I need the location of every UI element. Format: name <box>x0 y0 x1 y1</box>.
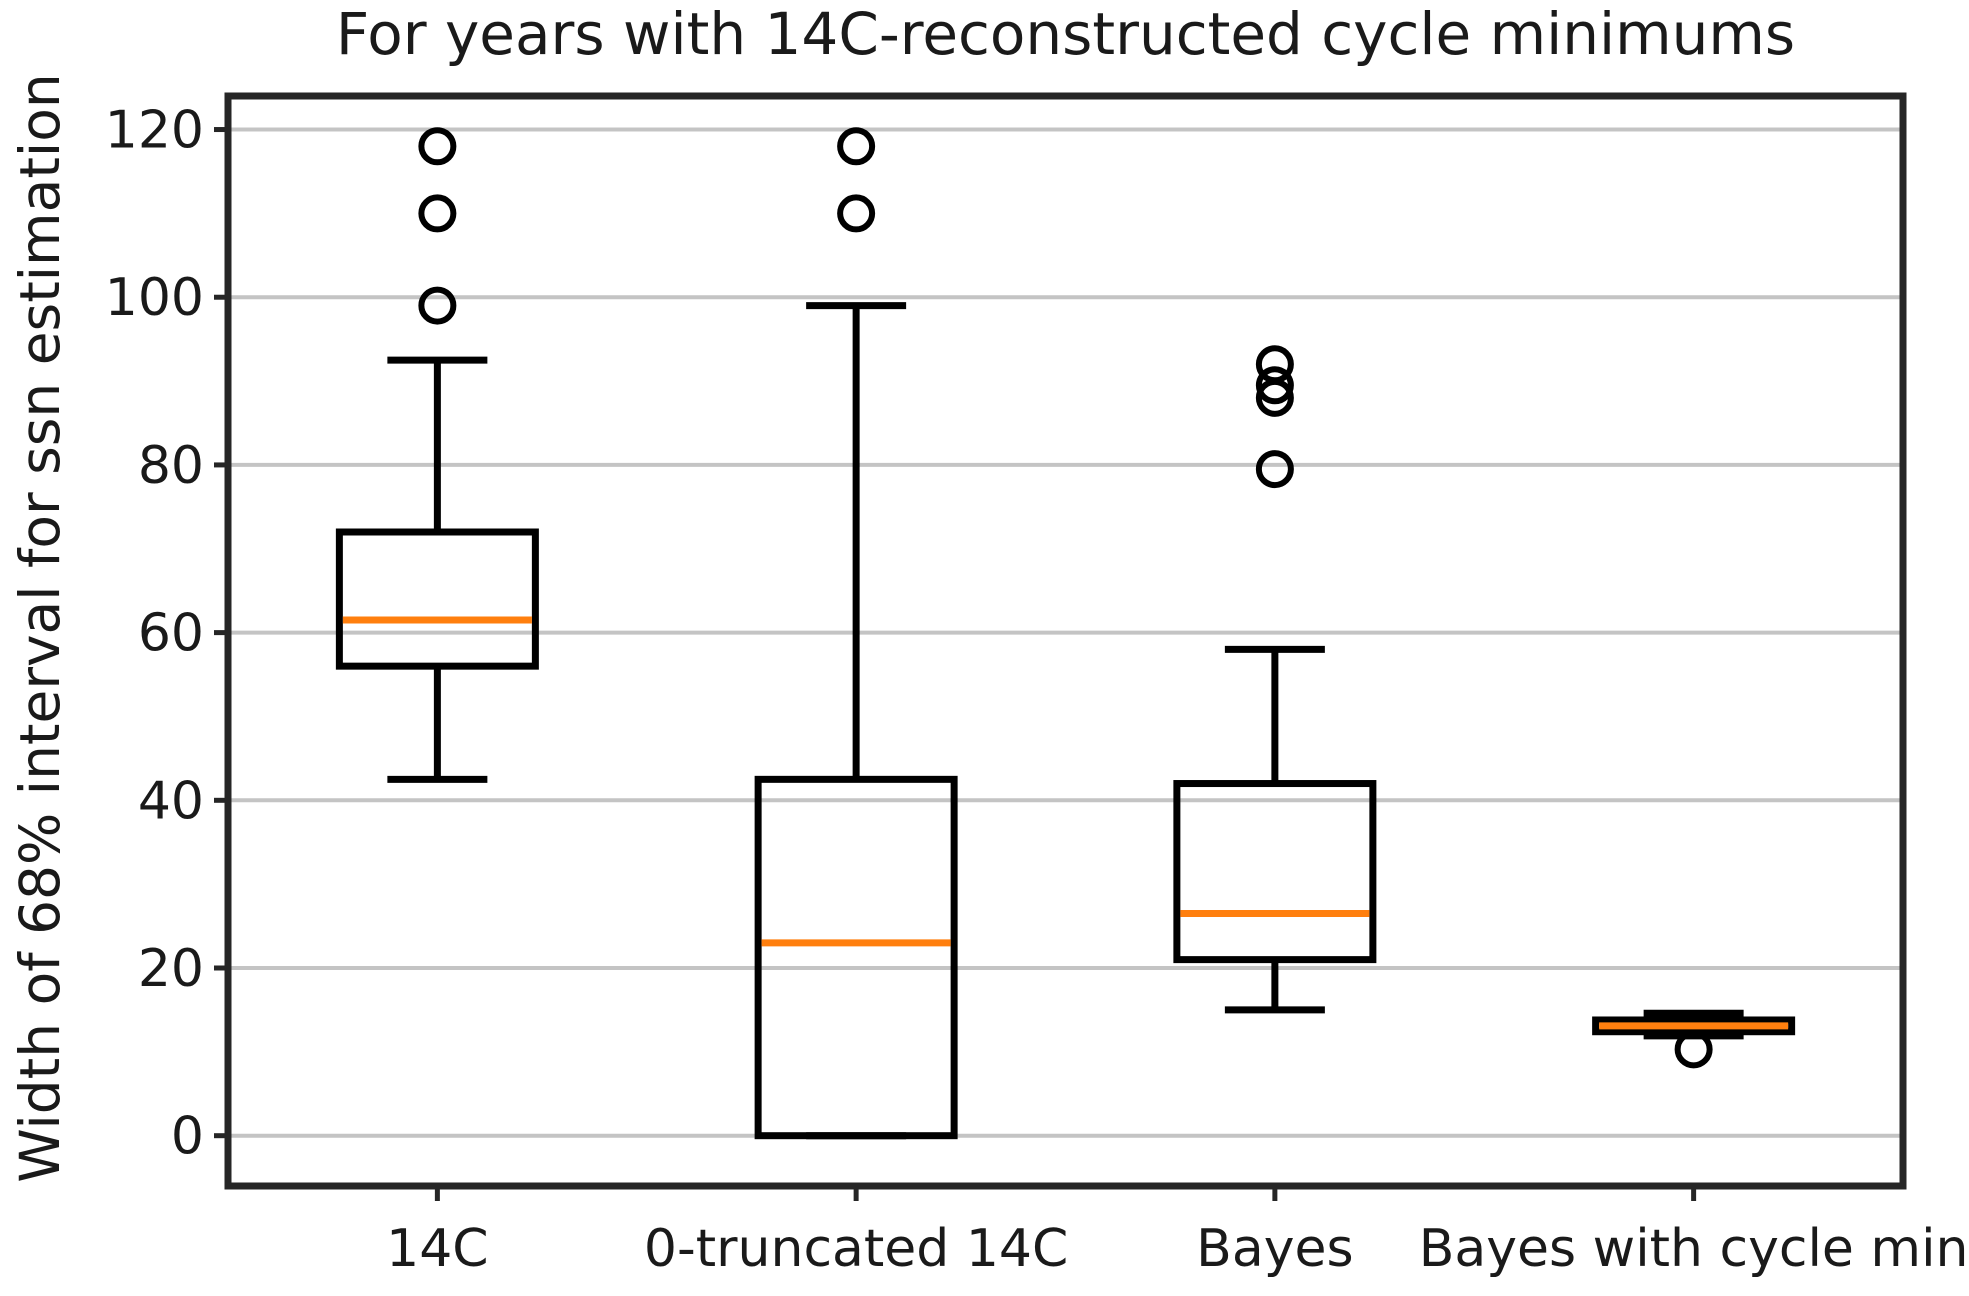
x-tick-label: Bayes with cycle min <box>1419 1219 1969 1279</box>
y-tick-label: 20 <box>138 939 204 999</box>
box-iqr <box>335 528 539 670</box>
box-iqr <box>754 775 958 1140</box>
outlier-point <box>1674 1030 1713 1069</box>
outlier-point <box>1255 345 1294 384</box>
x-tick-label: 0-truncated 14C <box>644 1219 1068 1279</box>
outlier-point <box>1255 366 1294 405</box>
y-tick-label: 80 <box>138 436 204 496</box>
box-iqr <box>1173 780 1377 964</box>
x-tick-label: Bayes <box>1196 1219 1353 1279</box>
outlier-point <box>1255 450 1294 489</box>
y-tick-label: 60 <box>138 604 204 664</box>
chart-title: For years with 14C-reconstructed cycle m… <box>335 0 1796 68</box>
y-tick-label: 0 <box>171 1107 204 1167</box>
y-tick-label: 120 <box>105 101 204 161</box>
outlier-point <box>837 194 876 233</box>
axes-frame <box>224 92 1907 1190</box>
outlier-point <box>837 127 876 166</box>
outlier-point <box>418 194 457 233</box>
outlier-point <box>418 127 457 166</box>
y-tick-label: 100 <box>105 268 204 328</box>
x-tick-label: 14C <box>386 1219 488 1279</box>
outlier-point <box>418 286 457 325</box>
y-tick-label: 40 <box>138 771 204 831</box>
